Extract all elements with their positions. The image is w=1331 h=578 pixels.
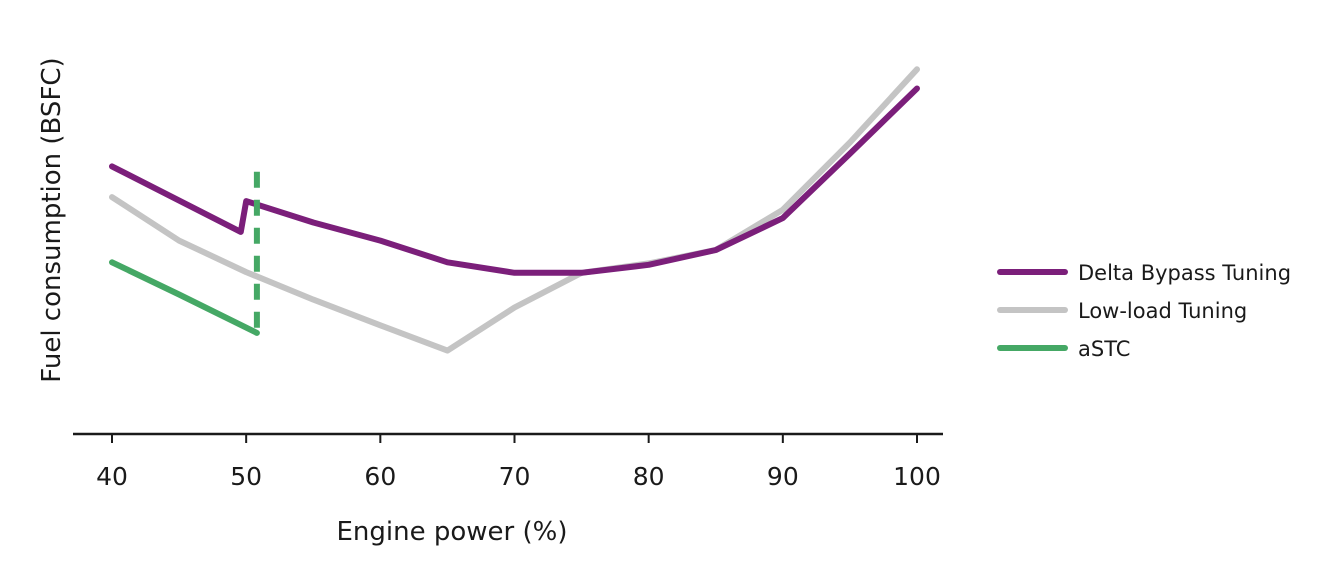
x-ticks: 40 50 60 70 80 90 100 <box>96 434 941 491</box>
y-axis-label: Fuel consumption (BSFC) <box>37 57 67 382</box>
series-line-3 <box>109 259 260 336</box>
x-tick-label: 40 <box>96 462 128 491</box>
x-tick-label: 60 <box>364 462 396 491</box>
plot-lines <box>109 66 920 354</box>
x-tick-label: 80 <box>633 462 665 491</box>
x-tick-label: 70 <box>499 462 531 491</box>
x-axis-label: Engine power (%) <box>337 517 568 547</box>
series-line-2 <box>109 66 920 354</box>
x-tick-label: 50 <box>230 462 262 491</box>
legend-label: Delta Bypass Tuning <box>1078 261 1291 285</box>
legend-label: aSTC <box>1078 337 1130 361</box>
legend-label: Low-load Tuning <box>1078 299 1247 323</box>
x-tick-label: 90 <box>767 462 799 491</box>
legend: Delta Bypass Tuning Low-load Tuning aSTC <box>997 261 1291 361</box>
series-line-1 <box>109 85 920 276</box>
x-tick-label: 100 <box>893 462 941 491</box>
